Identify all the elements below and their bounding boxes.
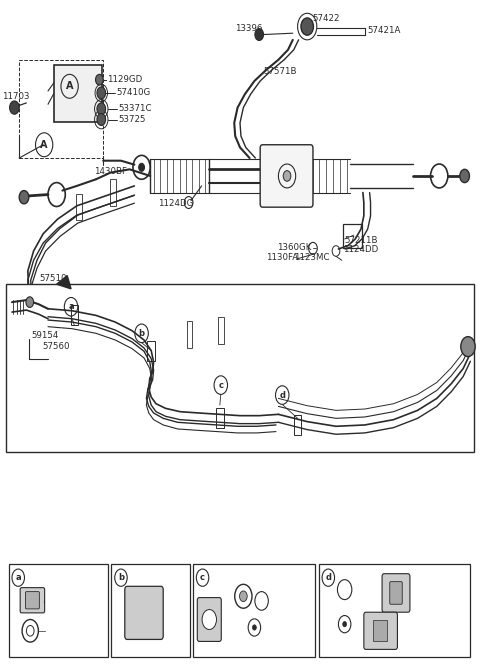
Bar	[193, 564, 315, 657]
FancyBboxPatch shape	[382, 574, 410, 612]
Text: 57252B: 57252B	[365, 647, 398, 657]
Text: 57421A: 57421A	[367, 26, 401, 35]
Polygon shape	[57, 276, 71, 289]
Text: 1129GD: 1129GD	[107, 75, 142, 84]
Circle shape	[19, 191, 29, 204]
FancyBboxPatch shape	[364, 612, 397, 649]
Text: 1124DD: 1124DD	[343, 245, 378, 254]
Text: 53371C: 53371C	[118, 104, 152, 114]
Text: 57555H: 57555H	[46, 626, 80, 635]
Text: 57560: 57560	[42, 342, 70, 351]
Text: 57571B: 57571B	[263, 66, 297, 76]
Circle shape	[202, 610, 216, 629]
Bar	[111, 564, 190, 657]
Bar	[218, 317, 224, 344]
Bar	[76, 194, 82, 220]
Text: 53725: 53725	[118, 115, 145, 124]
Circle shape	[255, 29, 264, 41]
Text: b: b	[139, 329, 144, 338]
Text: d: d	[325, 573, 331, 582]
Bar	[294, 415, 301, 435]
Circle shape	[97, 87, 106, 99]
Text: 1360GK: 1360GK	[277, 243, 312, 252]
Text: 57555K: 57555K	[381, 581, 414, 590]
Circle shape	[460, 169, 469, 183]
Text: 1430BF: 1430BF	[94, 167, 127, 176]
Text: a: a	[68, 302, 74, 311]
Bar	[71, 305, 78, 325]
Text: 57240: 57240	[262, 581, 289, 590]
Text: 57410G: 57410G	[117, 88, 151, 98]
Bar	[319, 564, 470, 657]
Text: b: b	[118, 573, 124, 582]
Circle shape	[252, 625, 256, 630]
Bar	[187, 321, 192, 348]
Circle shape	[97, 103, 106, 115]
FancyBboxPatch shape	[54, 65, 102, 122]
Bar	[343, 224, 362, 248]
Text: 57242C: 57242C	[127, 574, 160, 584]
FancyBboxPatch shape	[20, 588, 45, 613]
FancyBboxPatch shape	[260, 145, 313, 207]
Text: 1124DG: 1124DG	[158, 199, 194, 208]
Text: d: d	[279, 390, 285, 400]
Circle shape	[283, 171, 291, 181]
Circle shape	[10, 101, 19, 114]
Text: a: a	[15, 573, 21, 582]
Text: 57575: 57575	[240, 574, 267, 584]
Text: 57537D: 57537D	[199, 641, 233, 650]
Bar	[9, 564, 108, 657]
Text: 57514D: 57514D	[217, 649, 252, 658]
Text: 57422: 57422	[312, 14, 339, 23]
FancyBboxPatch shape	[390, 582, 402, 604]
Text: 1123MC: 1123MC	[294, 253, 330, 262]
Bar	[6, 284, 474, 452]
Text: 59154: 59154	[31, 331, 59, 340]
Circle shape	[97, 114, 106, 125]
Text: 57240: 57240	[336, 572, 363, 581]
Text: c: c	[200, 573, 205, 582]
Circle shape	[96, 74, 103, 85]
Text: c: c	[218, 380, 223, 390]
Bar	[216, 408, 224, 428]
Text: 11703: 11703	[2, 92, 30, 101]
FancyBboxPatch shape	[197, 598, 221, 641]
Bar	[147, 341, 155, 361]
Circle shape	[461, 337, 475, 357]
FancyBboxPatch shape	[25, 592, 39, 609]
Text: A: A	[66, 81, 73, 92]
Text: 1130FA: 1130FA	[266, 253, 299, 262]
FancyBboxPatch shape	[125, 586, 163, 639]
Circle shape	[301, 18, 313, 35]
Circle shape	[139, 163, 144, 171]
Text: 57239E: 57239E	[251, 605, 283, 614]
Text: A: A	[40, 139, 48, 150]
Circle shape	[343, 622, 347, 627]
Bar	[110, 179, 116, 206]
Text: 13396: 13396	[235, 24, 263, 33]
Text: 57510: 57510	[39, 274, 67, 284]
Bar	[373, 620, 387, 641]
Text: 57579: 57579	[46, 596, 73, 605]
Circle shape	[240, 591, 247, 602]
Circle shape	[26, 297, 34, 307]
Text: 57239E: 57239E	[329, 605, 361, 614]
Text: 57211B: 57211B	[345, 236, 378, 245]
